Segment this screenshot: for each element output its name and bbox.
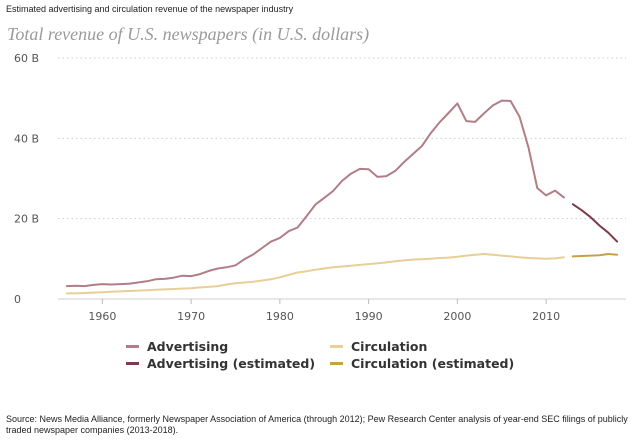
series-line-advertising-estimated <box>571 203 619 243</box>
x-tick-label-2010: 2010 <box>532 310 560 323</box>
legend-swatch-circulation-estimated <box>330 362 343 365</box>
axes: 0 20 B 40 B 60 B 1960 1970 1980 1990 2000 2010 <box>14 52 626 323</box>
series-lines <box>65 99 619 295</box>
x-tick-label-1980: 1980 <box>266 310 294 323</box>
legend-label-circulation-estimated: Circulation (estimated) <box>351 356 515 371</box>
x-tick-label-1990: 1990 <box>355 310 383 323</box>
legend-label-advertising-estimated: Advertising (estimated) <box>147 356 316 371</box>
chart-legend: Advertising Advertising (estimated) Circ… <box>126 339 546 373</box>
legend-swatch-circulation <box>330 345 343 348</box>
legend-item-circulation-estimated: Circulation (estimated) <box>330 356 514 371</box>
gridlines <box>58 57 626 220</box>
series-line-circulation-estimated <box>571 253 619 258</box>
y-tick-label-20: 20 B <box>14 213 39 226</box>
legend-swatch-advertising-estimated <box>126 362 139 365</box>
y-tick-label-40: 40 B <box>14 132 39 145</box>
legend-swatch-advertising <box>126 345 139 348</box>
legend-label-advertising: Advertising <box>147 339 229 354</box>
legend-label-circulation: Circulation <box>351 339 428 354</box>
x-tick-label-1970: 1970 <box>177 310 205 323</box>
x-tick-label-1960: 1960 <box>88 310 116 323</box>
series-line-circulation <box>65 253 565 295</box>
chart-title: Total revenue of U.S. newspapers (in U.S… <box>7 24 370 44</box>
y-tick-label-0: 0 <box>14 293 21 306</box>
source-note: Source: News Media Alliance, formerly Ne… <box>6 414 628 435</box>
series-line-advertising <box>65 99 565 288</box>
line-chart: 0 20 B 40 B 60 B 1960 1970 1980 1990 2000 2010 <box>14 52 626 323</box>
x-tick-label-2000: 2000 <box>443 310 471 323</box>
chart-supertitle: Estimated advertising and circulation re… <box>6 4 294 14</box>
legend-item-advertising: Advertising <box>126 339 228 354</box>
legend-item-circulation: Circulation <box>330 339 427 354</box>
y-tick-label-60: 60 B <box>14 52 39 65</box>
legend-item-advertising-estimated: Advertising (estimated) <box>126 356 315 371</box>
